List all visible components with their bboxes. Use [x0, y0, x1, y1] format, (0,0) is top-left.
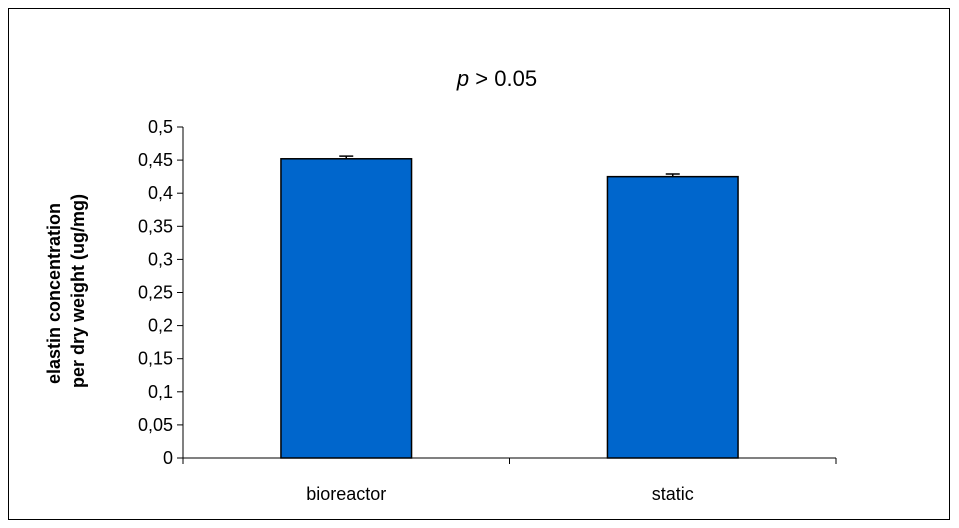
title-variable: p	[456, 66, 469, 91]
y-tick-label: 0	[163, 448, 173, 468]
chart-title: p > 0.05	[456, 66, 537, 91]
y-axis-label-line-2: per dry weight (ug/mg)	[68, 194, 88, 388]
y-axis-label-line-1: elastin concentration	[44, 203, 64, 384]
bar-bioreactor	[280, 158, 413, 459]
y-tick-label: 0,45	[138, 150, 173, 170]
plot-area: 0 0,05 0,1 0,15 0,2 0,25 0,3 0,35 0,4 0,45 0,5 bior…	[138, 117, 837, 504]
y-tick-label: 0,05	[138, 415, 173, 435]
bar-static	[606, 175, 739, 459]
y-tick-label: 0,35	[138, 216, 173, 236]
y-axis-label: elastin concentration per dry weight (ug…	[44, 194, 88, 388]
y-tick-label: 0,25	[138, 283, 173, 303]
y-tick-label: 0,15	[138, 349, 173, 369]
y-tick-label: 0,2	[148, 316, 173, 336]
title-rest: > 0.05	[469, 66, 537, 91]
y-tick-label: 0,4	[148, 183, 173, 203]
chart-frame	[8, 8, 950, 520]
x-tick-label: bioreactor	[306, 484, 386, 504]
y-tick-label: 0,3	[148, 249, 173, 269]
y-tick-label: 0,5	[148, 117, 173, 137]
y-tick-label: 0,1	[148, 382, 173, 402]
x-tick-label: static	[652, 484, 694, 504]
